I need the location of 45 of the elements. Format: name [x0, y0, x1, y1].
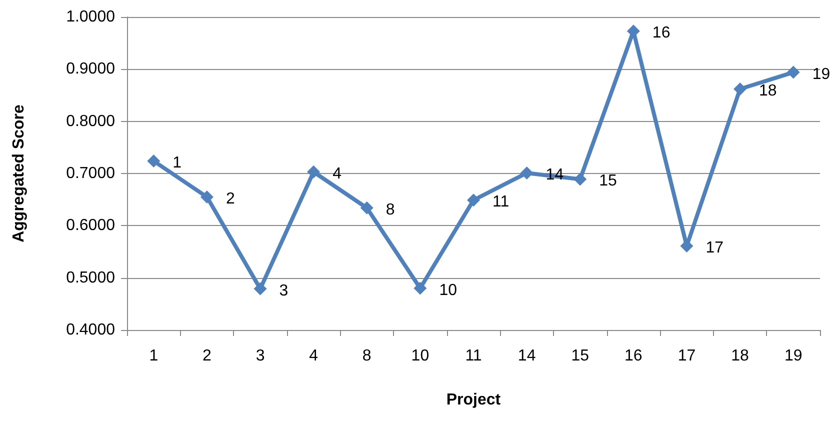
y-tick-label: 0.9000: [66, 60, 116, 78]
point: [734, 82, 747, 96]
x-tick-label: 1: [149, 348, 158, 364]
annotation: 17: [706, 240, 724, 257]
point: [467, 194, 480, 207]
point: [520, 166, 534, 180]
point: [414, 282, 427, 295]
x-tick-label: 11: [465, 348, 482, 364]
x-tick-label: 17: [678, 348, 696, 364]
annotation: 10: [439, 282, 458, 299]
x-tick-label: 19: [784, 348, 802, 364]
y-tick-label: 0.4000: [66, 322, 116, 338]
point: [360, 201, 374, 214]
point: [200, 190, 214, 204]
point: [786, 66, 800, 79]
annotation: 19: [812, 66, 830, 83]
annotation: 4: [332, 165, 342, 182]
point: [254, 282, 267, 296]
annotation: 15: [599, 172, 618, 190]
x-tick-label: 4: [309, 348, 318, 364]
y-tick-label: 0.8000: [66, 112, 116, 130]
x-tick-label: 14: [518, 348, 536, 364]
y-tick-label: 0.6000: [66, 217, 116, 234]
annotation: 1: [172, 154, 182, 172]
y-tick-label: 0.5000: [66, 269, 116, 286]
annotation: 2: [226, 190, 235, 208]
annotation: 18: [759, 82, 777, 100]
x-tick-label: 8: [362, 348, 372, 364]
y-axis-title: Aggregated Score: [10, 104, 28, 242]
point: [307, 165, 320, 178]
y-tick-label: 1.0000: [66, 8, 116, 26]
x-tick-label: 18: [731, 348, 750, 364]
x-tick-label: 10: [411, 348, 430, 364]
annotation: 16: [652, 24, 670, 42]
x-tick-label: 2: [202, 348, 212, 364]
point: [574, 172, 587, 186]
x-tick-label: 16: [624, 348, 642, 364]
point: [147, 154, 160, 168]
annotation: 8: [386, 201, 395, 218]
y-tick-label: 0.7000: [66, 165, 116, 182]
annotation: 3: [279, 282, 288, 300]
x-tick-label: 3: [256, 348, 265, 364]
x-axis-title: Project: [446, 392, 502, 408]
annotation: 11: [492, 194, 510, 211]
x-tick-label: 15: [571, 348, 590, 364]
